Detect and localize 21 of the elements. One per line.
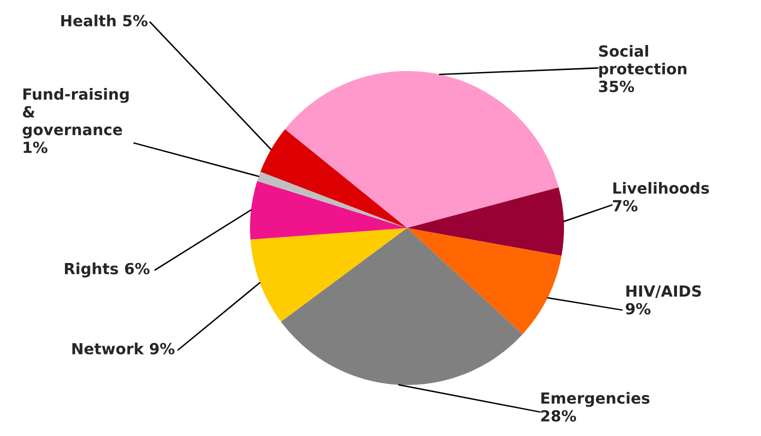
slice-label: Network 9%	[72, 342, 175, 354]
pie-slice	[260, 129, 407, 228]
data-label: 9%	[626, 302, 650, 315]
pie-slice	[407, 187, 564, 256]
pie-slice	[280, 228, 523, 385]
slice-label: HIV/AIDS	[626, 285, 701, 298]
slice-label: Social protection	[599, 45, 686, 78]
slice-label: Fund-raising & governance	[22, 88, 129, 138]
pie-slice	[284, 71, 559, 228]
pie-slice	[250, 228, 407, 322]
slice-label: Health 5%	[61, 14, 148, 26]
data-label: 28%	[541, 410, 576, 422]
pie-slice	[407, 228, 562, 334]
data-label: 35%	[599, 80, 634, 92]
data-label: 7%	[613, 200, 638, 212]
pie-slice	[250, 181, 407, 240]
slice-label: Rights 6%	[64, 262, 150, 278]
data-label: 1%	[24, 142, 48, 154]
pie-slice	[257, 172, 407, 228]
slice-label: Livelihoods	[613, 182, 709, 194]
slice-label: Emergencies	[541, 392, 650, 407]
